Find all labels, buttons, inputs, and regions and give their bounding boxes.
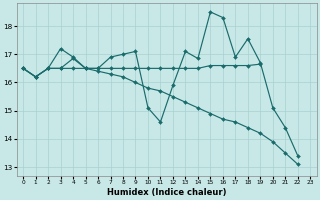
X-axis label: Humidex (Indice chaleur): Humidex (Indice chaleur) xyxy=(107,188,227,197)
